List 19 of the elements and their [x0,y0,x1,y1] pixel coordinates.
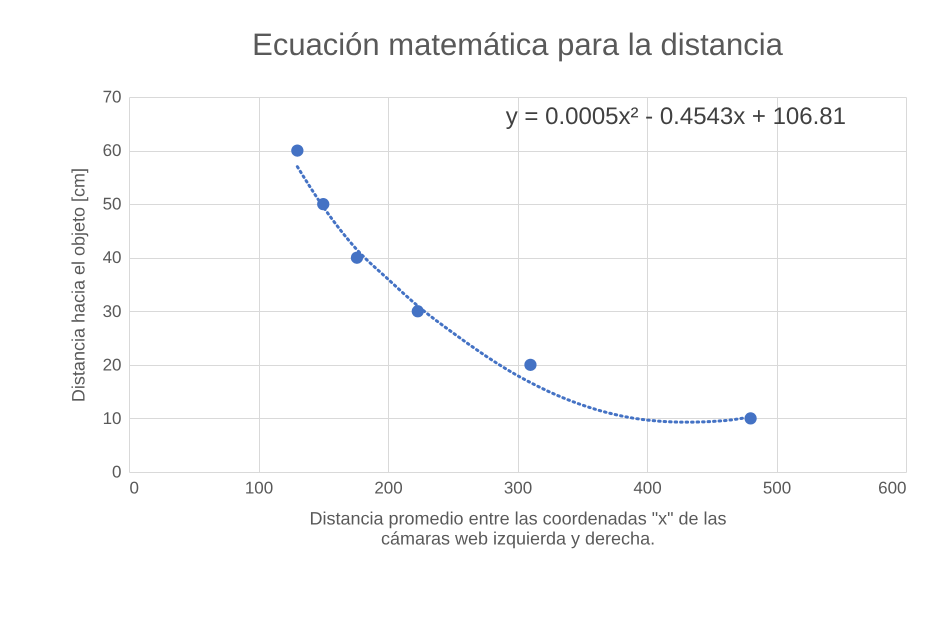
y-tick-label: 60 [102,141,122,160]
x-tick-label: 0 [130,478,139,498]
y-tick-label: 70 [102,88,122,106]
x-tick-label: 500 [762,478,792,498]
x-tick-label: 100 [244,478,274,498]
y-tick-label: 10 [102,408,122,428]
x-tick-label: 300 [504,478,532,498]
annotation: y = 0.0005x² - 0.4543x + 106.81 [506,103,846,130]
y-tick-label: 0 [112,462,122,482]
y-tick-label: 40 [102,248,122,268]
x-axis-title: Distancia promedio entre las coordenadas "x" de las cámaras web izquierda y derecha. [309,508,727,548]
chart-title: Ecuación matemática para la distancia [252,27,784,62]
y-axis-title: Distancia hacia el objeto [cm] [68,168,89,402]
y-tick-label: 50 [102,194,122,214]
x-tick-label: 400 [633,478,662,498]
y-tick-label: 30 [102,302,122,321]
x-tick-label: 600 [878,478,906,498]
y-tick-label: 20 [102,355,122,374]
x-tick-label: 200 [374,478,403,498]
